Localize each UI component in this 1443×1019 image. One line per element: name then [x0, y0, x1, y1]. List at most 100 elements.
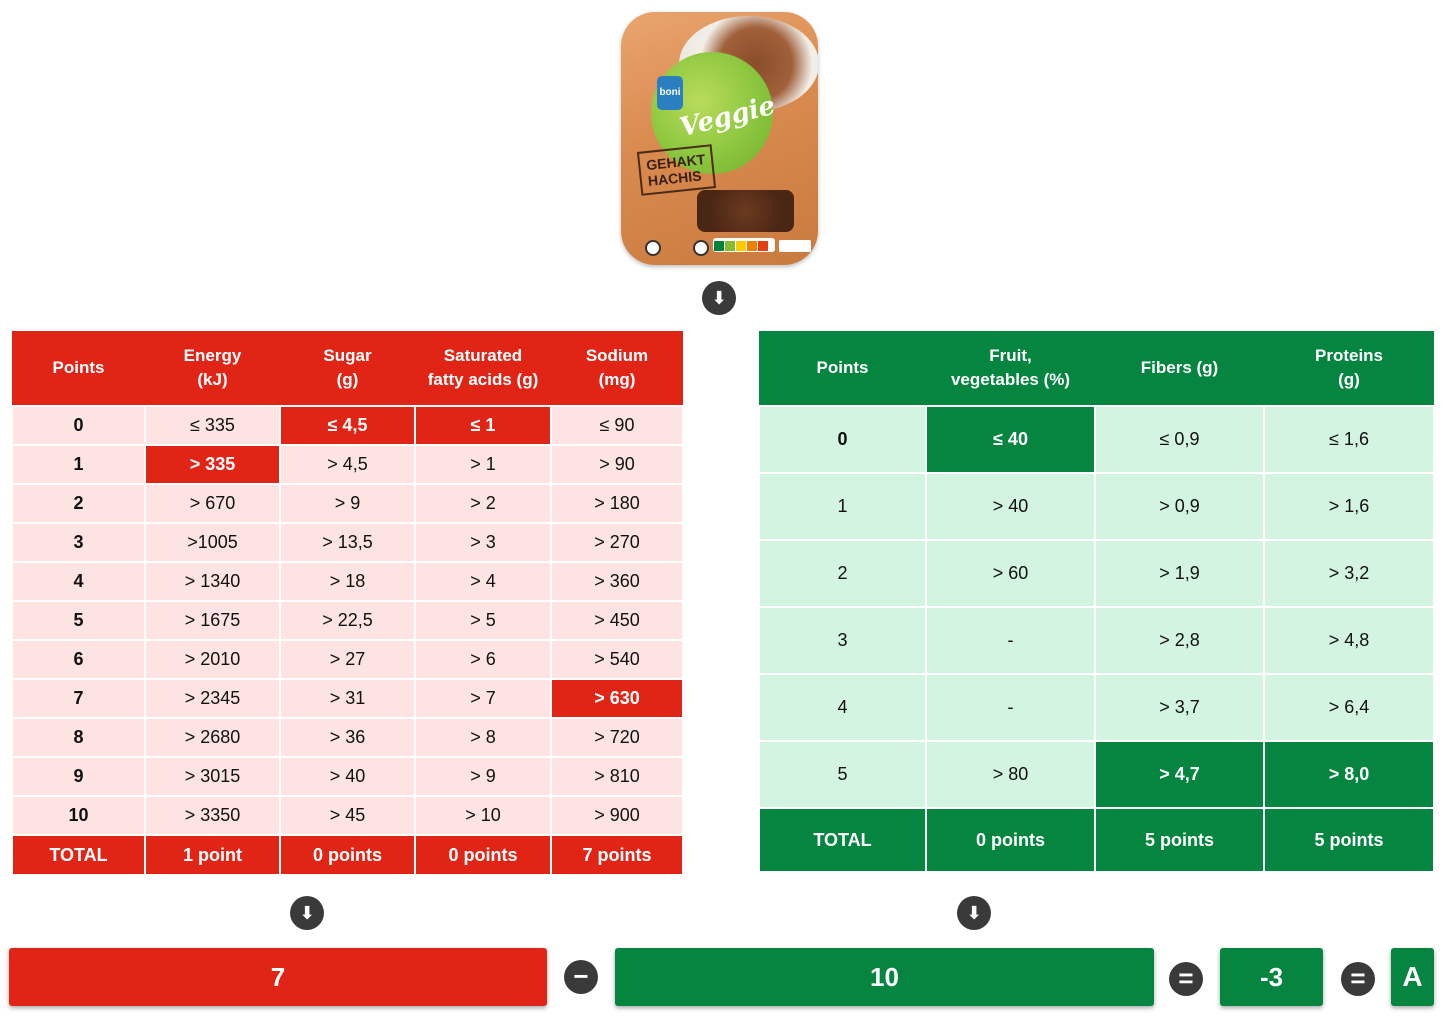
table-row: 5 > 80 > 4,7 > 8,0 [758, 740, 1435, 809]
header-sugar: Sugar (g) [280, 331, 415, 406]
fruit-total: 0 points [925, 807, 1096, 873]
total-label: TOTAL [11, 834, 146, 876]
sodium-cell: > 90 [550, 444, 684, 485]
fibers-cell: ≤ 0,9 [1094, 405, 1265, 474]
sodium-cell: > 900 [550, 795, 684, 836]
fruit-cell: > 80 [925, 740, 1096, 809]
table-row: 10 > 3350 > 45 > 10 > 900 [11, 795, 684, 836]
sugar-cell: > 13,5 [279, 522, 416, 563]
energy-total: 1 point [144, 834, 281, 876]
equals-icon: = [1169, 962, 1203, 996]
sugar-cell: > 31 [279, 678, 416, 719]
saturated-cell-selected: ≤ 1 [414, 405, 552, 446]
vegan-icon [693, 240, 709, 256]
total-label: TOTAL [758, 807, 927, 873]
energy-cell: > 1340 [144, 561, 281, 602]
negative-total-bar: 7 [9, 948, 547, 1006]
points-cell: 2 [11, 483, 146, 524]
total-row: TOTAL 1 point 0 points 0 points 7 points [11, 834, 684, 876]
sugar-cell: > 9 [279, 483, 416, 524]
header-proteins: Proteins (g) [1264, 331, 1434, 406]
points-cell: 6 [11, 639, 146, 680]
sodium-cell: > 450 [550, 600, 684, 641]
table-row: 7 > 2345 > 31 > 7 > 630 [11, 678, 684, 719]
energy-cell-selected: > 335 [144, 444, 281, 485]
positive-points-table: Points Fruit, vegetables (%) Fibers (g) P… [758, 331, 1435, 873]
table-row: 5 > 1675 > 22,5 > 5 > 450 [11, 600, 684, 641]
nutriscore-grade-box: A [1391, 948, 1434, 1006]
saturated-cell: > 9 [414, 756, 552, 797]
proteins-total: 5 points [1263, 807, 1435, 873]
table-row: 3 >1005 > 13,5 > 3 > 270 [11, 522, 684, 563]
table-row: 2 > 670 > 9 > 2 > 180 [11, 483, 684, 524]
fibers-cell: > 3,7 [1094, 673, 1265, 742]
sugar-cell: > 4,5 [279, 444, 416, 485]
proteins-cell: > 1,6 [1263, 472, 1435, 541]
sodium-cell: > 540 [550, 639, 684, 680]
table-row: 4 > 1340 > 18 > 4 > 360 [11, 561, 684, 602]
header-sodium: Sodium (mg) [551, 331, 683, 406]
sodium-cell: > 180 [550, 483, 684, 524]
proteins-cell: ≤ 1,6 [1263, 405, 1435, 474]
proteins-cell-selected: > 8,0 [1263, 740, 1435, 809]
sugar-cell: > 27 [279, 639, 416, 680]
points-cell: 5 [758, 740, 927, 809]
fibers-cell: > 2,8 [1094, 606, 1265, 675]
table-row: 3 - > 2,8 > 4,8 [758, 606, 1435, 675]
product-tray: boni Veggie GEHAKT HACHIS [621, 12, 818, 265]
saturated-cell: > 8 [414, 717, 552, 758]
saturated-cell: > 1 [414, 444, 552, 485]
arrow-down-icon: ⬇ [702, 281, 736, 315]
brand-logo: boni [657, 76, 683, 110]
nutriscore-label [713, 238, 775, 252]
positive-total-bar: 10 [615, 948, 1154, 1006]
table-row: 4 - > 3,7 > 6,4 [758, 673, 1435, 742]
saturated-total: 0 points [414, 834, 552, 876]
sodium-cell-selected: > 630 [550, 678, 684, 719]
table-row: 9 > 3015 > 40 > 9 > 810 [11, 756, 684, 797]
final-score-box: -3 [1220, 948, 1323, 1006]
saturated-cell: > 3 [414, 522, 552, 563]
negative-points-table: Points Energy (kJ) Sugar (g) Saturated fatt… [11, 331, 684, 876]
energy-cell: > 670 [144, 483, 281, 524]
energy-cell: > 2010 [144, 639, 281, 680]
sugar-cell: > 22,5 [279, 600, 416, 641]
header-points: Points [759, 331, 926, 406]
product-window [697, 190, 794, 232]
fruit-cell: - [925, 606, 1096, 675]
points-cell: 10 [11, 795, 146, 836]
sodium-cell: > 810 [550, 756, 684, 797]
energy-cell: > 2680 [144, 717, 281, 758]
points-cell: 4 [758, 673, 927, 742]
energy-cell: >1005 [144, 522, 281, 563]
sugar-cell: > 36 [279, 717, 416, 758]
fibers-total: 5 points [1094, 807, 1265, 873]
points-cell: 4 [11, 561, 146, 602]
table-row: 1 > 40 > 0,9 > 1,6 [758, 472, 1435, 541]
points-cell: 9 [11, 756, 146, 797]
product-stamp: GEHAKT HACHIS [636, 144, 717, 196]
fruit-cell: > 60 [925, 539, 1096, 608]
points-cell: 5 [11, 600, 146, 641]
table-row: 2 > 60 > 1,9 > 3,2 [758, 539, 1435, 608]
header-saturated-fat: Saturated fatty acids (g) [415, 331, 551, 406]
proteins-cell: > 4,8 [1263, 606, 1435, 675]
energy-cell: ≤ 335 [144, 405, 281, 446]
product-image: boni Veggie GEHAKT HACHIS [621, 12, 818, 265]
points-cell: 1 [11, 444, 146, 485]
total-row: TOTAL 0 points 5 points 5 points [758, 807, 1435, 873]
saturated-cell: > 10 [414, 795, 552, 836]
sugar-cell: > 45 [279, 795, 416, 836]
fruit-cell-selected: ≤ 40 [925, 405, 1096, 474]
saturated-cell: > 7 [414, 678, 552, 719]
saturated-cell: > 4 [414, 561, 552, 602]
points-cell: 7 [11, 678, 146, 719]
header-energy: Energy (kJ) [145, 331, 280, 406]
table-row: 1 > 335 > 4,5 > 1 > 90 [11, 444, 684, 485]
header-points: Points [12, 331, 145, 406]
table-row: 0 ≤ 40 ≤ 0,9 ≤ 1,6 [758, 405, 1435, 474]
sodium-cell: > 270 [550, 522, 684, 563]
sugar-cell: > 40 [279, 756, 416, 797]
fruit-cell: > 40 [925, 472, 1096, 541]
fibers-cell: > 1,9 [1094, 539, 1265, 608]
